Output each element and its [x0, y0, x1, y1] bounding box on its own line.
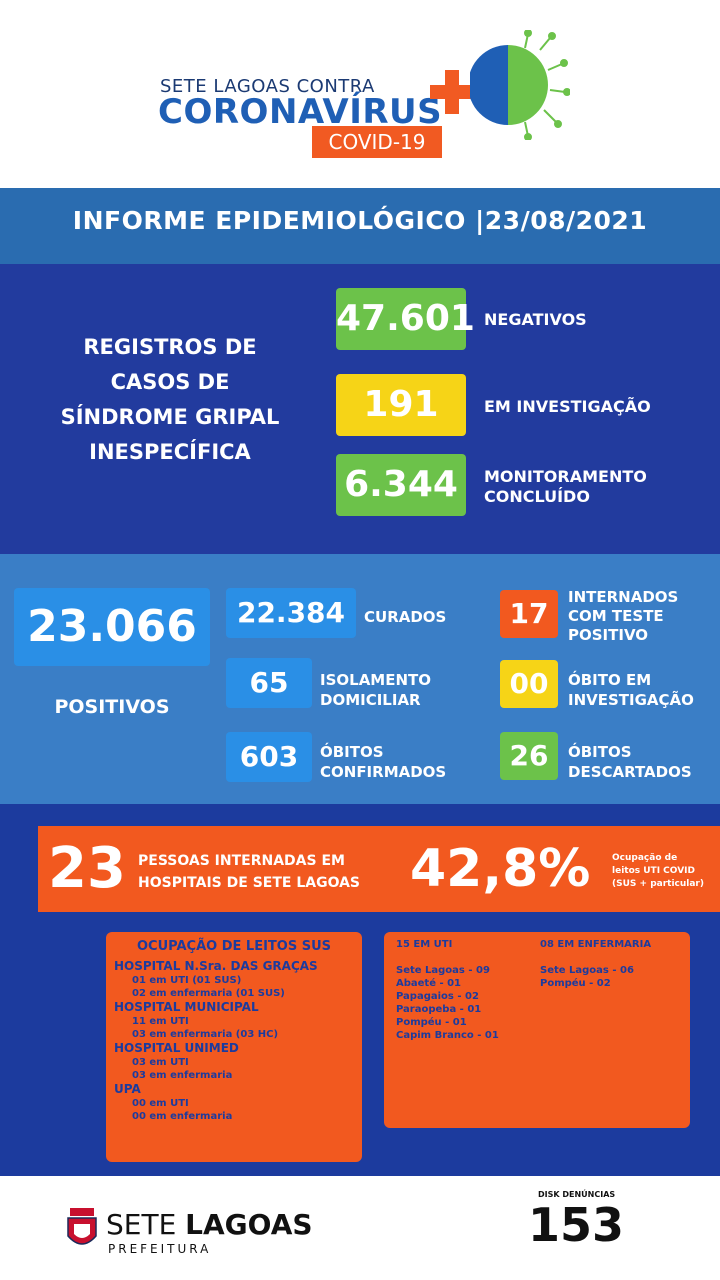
page-title: INFORME EPIDEMIOLÓGICO |23/08/2021 [72, 206, 648, 235]
obito-investigacao-label-line: ÓBITO EM [568, 671, 652, 689]
sus-panel-lines: HOSPITAL N.Sra. DAS GRAÇAS 01 em UTI (01 … [114, 959, 354, 1123]
monitoramento-label-line: MONITORAMENTO [484, 467, 647, 486]
title-band [0, 188, 720, 264]
sus-panel-title: OCUPAÇÃO DE LEITOS SUS [136, 939, 331, 954]
disk-denuncias-number: 153 [528, 1198, 625, 1252]
monitoramento-label-line: CONCLUÍDO [484, 487, 590, 506]
internadas-label-line: PESSOAS INTERNADAS EM [138, 853, 345, 869]
sus-hospital-detail: 03 em enfermaria [132, 1070, 233, 1081]
isolamento-value: 65 [226, 658, 312, 708]
footer-prefeitura: PREFEITURA [108, 1242, 212, 1256]
enfermaria-line: Pompéu - 02 [540, 978, 611, 989]
investigacao-value: 191 [336, 374, 466, 436]
sus-hospital-name: HOSPITAL UNIMED [114, 1041, 239, 1055]
uti-line: Abaeté - 01 [396, 978, 462, 989]
sus-hospital-name: UPA [114, 1082, 141, 1096]
registros-label-line: SÍNDROME GRIPAL [60, 405, 280, 429]
internados-label-line: INTERNADOS [568, 588, 679, 606]
negativos-value: 47.601 [336, 288, 475, 350]
sus-panel: OCUPAÇÃO DE LEITOS SUS HOSPITAL N.Sra. D… [106, 932, 362, 1162]
virus-icon [470, 30, 570, 140]
ocupacao-label-line: leitos UTI COVID [612, 866, 695, 876]
sus-hospital-name: HOSPITAL N.Sra. DAS GRAÇAS [114, 959, 318, 973]
uti-line: Pompéu - 01 [396, 1017, 467, 1028]
uti-panel-title: 15 EM UTI [396, 939, 453, 950]
sus-hospital-name: HOSPITAL MUNICIPAL [114, 1000, 259, 1014]
registros-label: REGISTROS DE CASOS DE SÍNDROME GRIPAL IN… [40, 330, 300, 470]
registros-label-line: INESPECÍFICA [89, 440, 251, 464]
enfermaria-line: Sete Lagoas - 06 [540, 965, 634, 976]
footer-brand: SETE LAGOAS [106, 1208, 313, 1241]
internadas-label: PESSOAS INTERNADAS EM HOSPITAIS DE SETE … [138, 850, 360, 894]
obitos-descartados-label-line: ÓBITOS [568, 743, 632, 761]
sus-hospital-detail: 00 em UTI [132, 1098, 189, 1109]
logo-line-1: SETE LAGOAS CONTRA [160, 76, 375, 97]
uti-enfermaria-panel [384, 932, 690, 1128]
isolamento-label-line: DOMICILIAR [320, 691, 421, 709]
obito-investigacao-label: ÓBITO EM INVESTIGAÇÃO [568, 670, 694, 710]
curados-value: 22.384 [226, 588, 356, 638]
positivos-value: 23.066 [14, 588, 210, 666]
isolamento-label-line: ISOLAMENTO [320, 671, 432, 689]
sus-hospital-detail: 03 em enfermaria (03 HC) [132, 1029, 279, 1040]
disk-denuncias-label: DISK DENÚNCIAS [538, 1190, 616, 1199]
obitos-confirmados-label-line: ÓBITOS [320, 743, 384, 761]
obitos-descartados-label-line: DESCARTADOS [568, 763, 692, 781]
plus-icon [430, 70, 474, 114]
investigacao-label: EM INVESTIGAÇÃO [484, 397, 651, 416]
uti-line: Sete Lagoas - 09 [396, 965, 490, 976]
ocupacao-label-line: Ocupação de [612, 853, 678, 863]
ocupacao-percent: 42,8% [410, 839, 591, 899]
footer-brand-sete: SETE [106, 1208, 177, 1241]
enfermaria-panel-title: 08 EM ENFERMARIA [540, 939, 652, 950]
obitos-confirmados-label-line: CONFIRMADOS [320, 763, 447, 781]
enfermaria-panel-lines: Sete Lagoas - 06 Pompéu - 02 [540, 964, 634, 990]
monitoramento-value: 6.344 [336, 454, 466, 516]
logo-covid-badge: COVID-19 [312, 126, 442, 158]
ocupacao-label-line: (SUS + particular) [612, 879, 704, 889]
internados-value: 17 [500, 590, 558, 638]
internadas-value: 23 [48, 836, 126, 901]
uti-line: Capim Branco - 01 [396, 1030, 499, 1041]
sus-hospital-detail: 01 em UTI (01 SUS) [132, 975, 242, 986]
coat-of-arms-icon [67, 1208, 97, 1245]
sus-hospital-detail: 11 em UTI [132, 1016, 189, 1027]
footer-brand-lagoas: LAGOAS [185, 1208, 313, 1241]
internadas-banner [38, 826, 720, 912]
obitos-descartados-label: ÓBITOS DESCARTADOS [568, 742, 692, 782]
obito-investigacao-label-line: INVESTIGAÇÃO [568, 691, 694, 709]
obitos-confirmados-label: ÓBITOS CONFIRMADOS [320, 742, 446, 782]
registros-label-line: REGISTROS DE [83, 335, 257, 359]
obito-investigacao-value: 00 [500, 660, 558, 708]
registros-label-line: CASOS DE [110, 370, 230, 394]
negativos-label: NEGATIVOS [484, 310, 587, 329]
monitoramento-label: MONITORAMENTO CONCLUÍDO [484, 467, 647, 507]
ocupacao-label: Ocupação de leitos UTI COVID (SUS + part… [612, 852, 704, 891]
internados-label: INTERNADOS COM TESTE POSITIVO [568, 588, 678, 645]
obitos-descartados-value: 26 [500, 732, 558, 780]
footer [0, 1176, 720, 1280]
obitos-confirmados-value: 603 [226, 732, 312, 782]
sus-hospital-detail: 03 em UTI [132, 1057, 189, 1068]
internadas-label-line: HOSPITAIS DE SETE LAGOAS [138, 875, 361, 891]
positivos-label: POSITIVOS [54, 696, 170, 718]
uti-line: Papagaios - 02 [396, 991, 479, 1002]
internados-label-line: POSITIVO [568, 626, 649, 644]
curados-label: CURADOS [364, 608, 447, 626]
uti-line: Paraopeba - 01 [396, 1004, 482, 1015]
logo-line-2: CORONAVÍRUS [158, 92, 443, 132]
uti-panel-lines: Sete Lagoas - 09 Abaeté - 01 Papagaios - 0… [396, 964, 499, 1042]
sus-hospital-detail: 02 em enfermaria (01 SUS) [132, 988, 285, 999]
internados-label-line: COM TESTE [568, 607, 664, 625]
isolamento-label: ISOLAMENTO DOMICILIAR [320, 670, 431, 710]
sus-hospital-detail: 00 em enfermaria [132, 1111, 233, 1122]
